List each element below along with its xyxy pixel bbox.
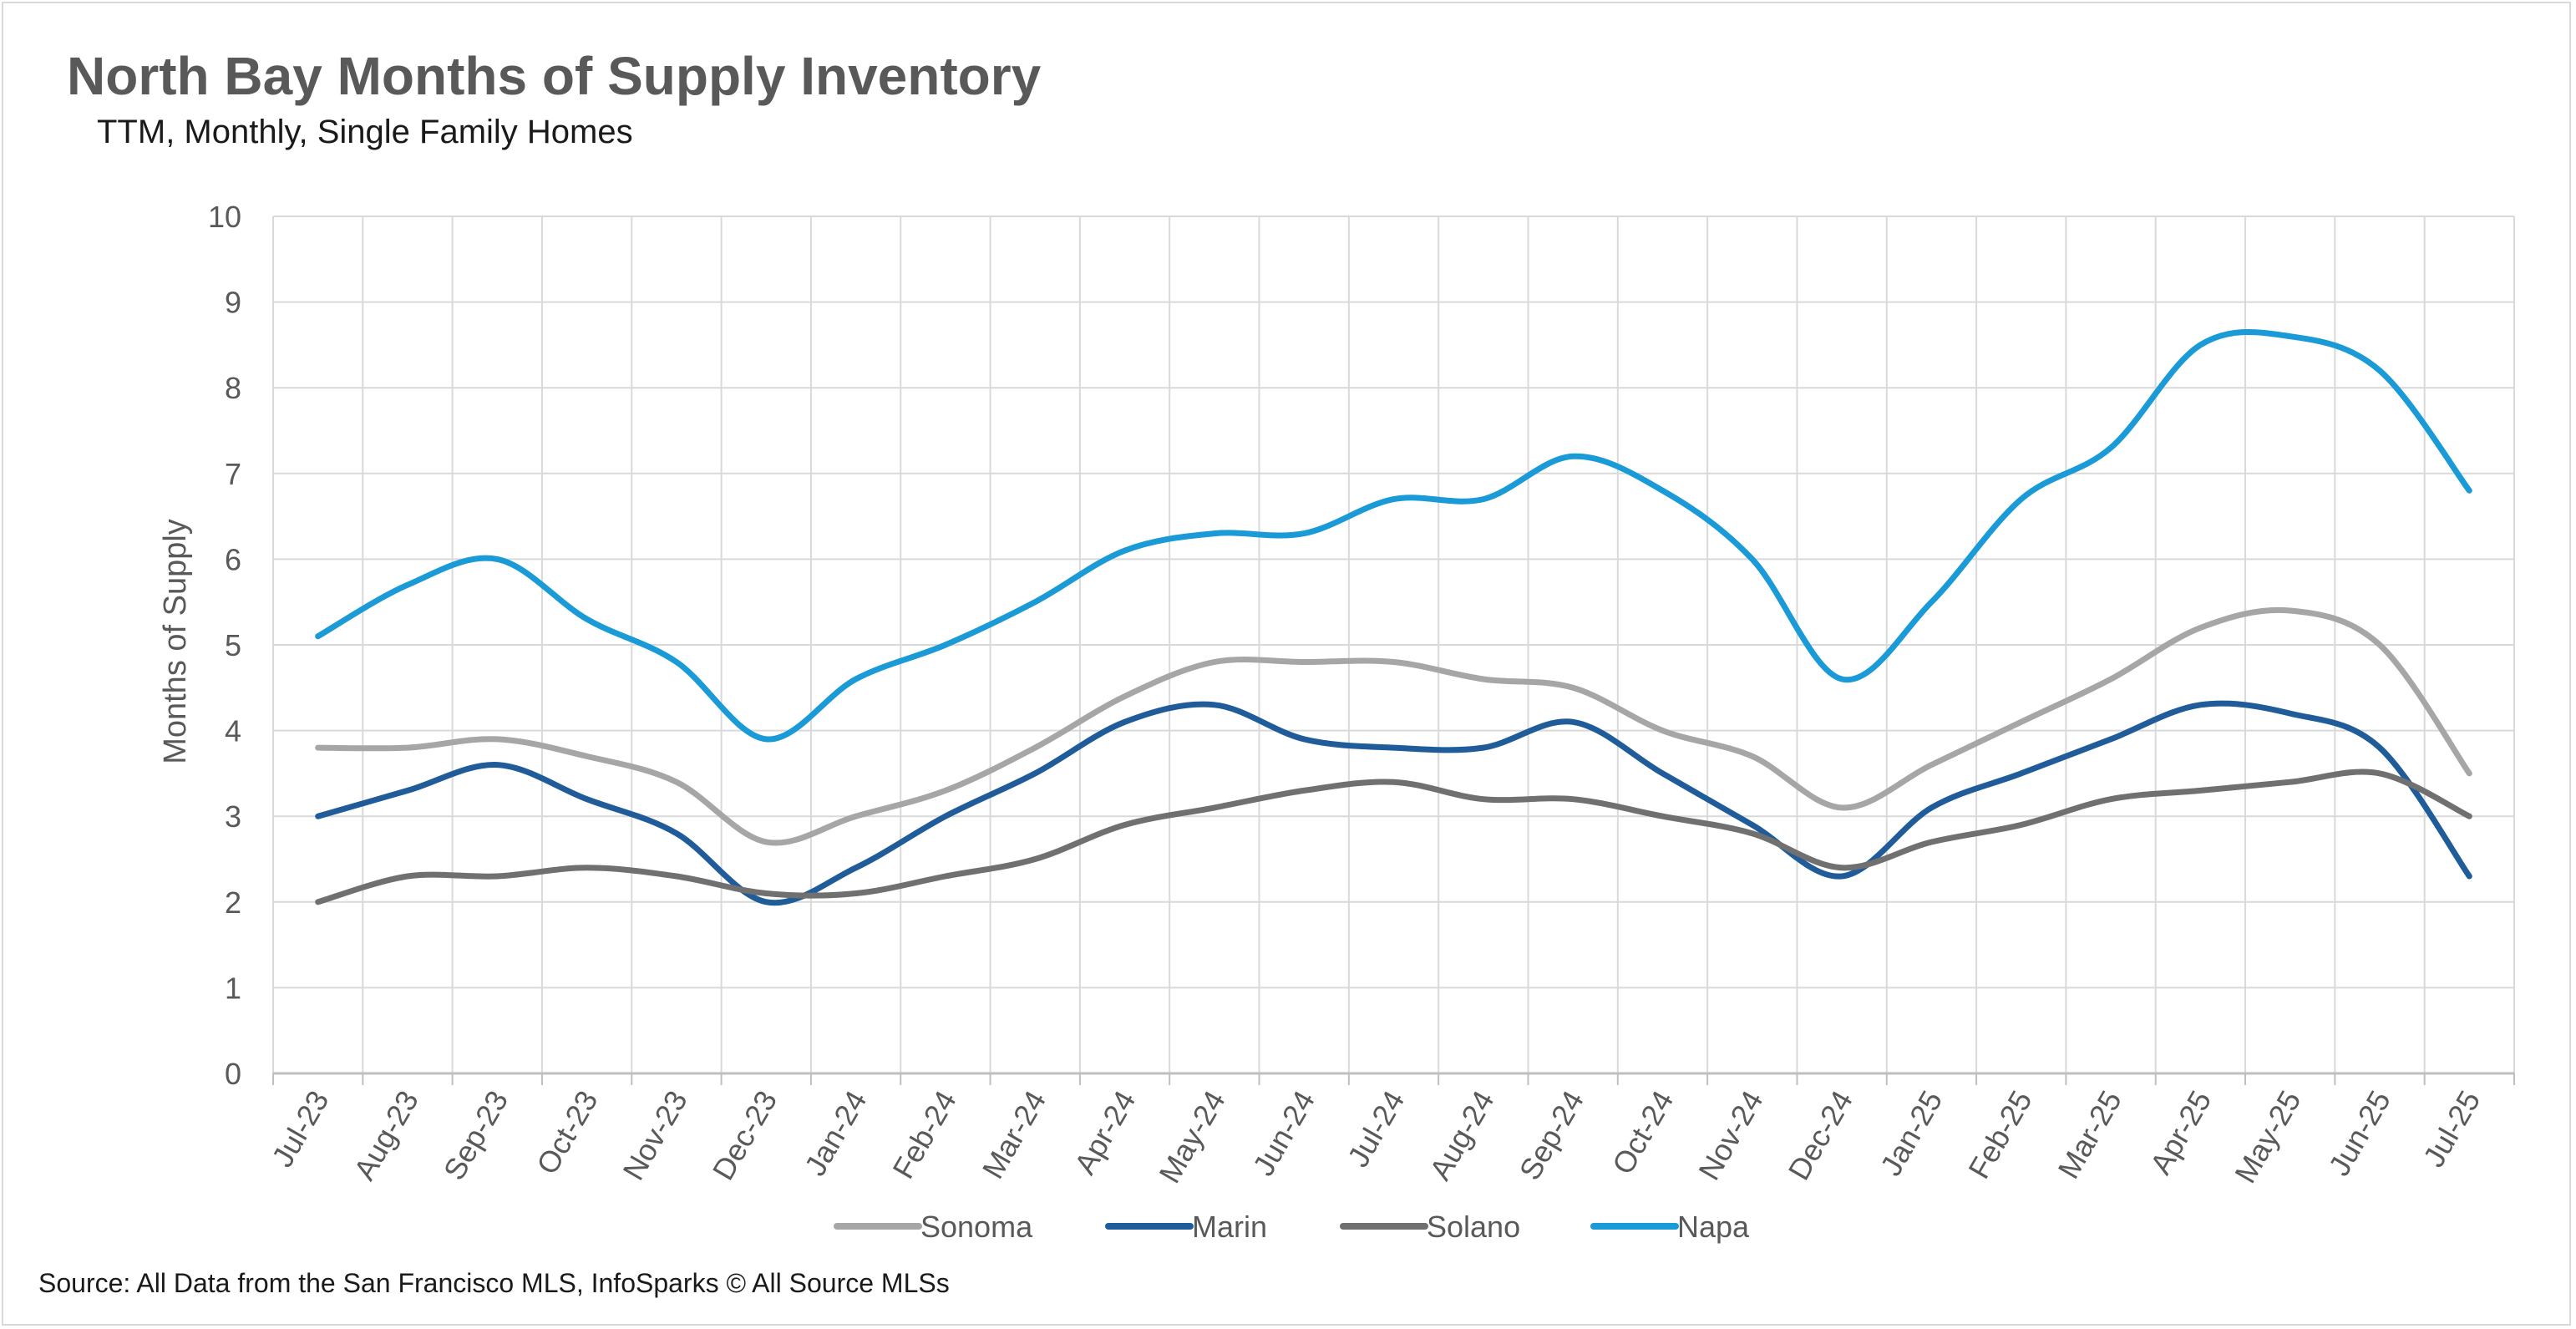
- x-tick-label: Aug-23: [347, 1085, 425, 1186]
- chart-title: North Bay Months of Supply Inventory: [67, 46, 1042, 106]
- y-tick-label: 5: [225, 628, 241, 662]
- x-tick-label: Dec-23: [706, 1085, 784, 1186]
- x-tick-label: May-25: [2228, 1085, 2308, 1189]
- x-tick-label: Jan-24: [798, 1085, 874, 1182]
- source-note: Source: All Data from the San Francisco …: [38, 1268, 950, 1298]
- y-tick-label: 7: [225, 457, 241, 491]
- x-tick-label: Aug-24: [1422, 1085, 1501, 1186]
- y-axis-label: Months of Supply: [158, 519, 193, 764]
- legend-item-napa: Napa: [1590, 1210, 1750, 1244]
- chart-subtitle: TTM, Monthly, Single Family Homes: [97, 114, 633, 150]
- y-tick-label: 1: [225, 971, 241, 1005]
- series-line-napa: [315, 328, 2472, 743]
- series-line-sonoma: [315, 606, 2472, 846]
- x-tick-label: Jul-23: [265, 1085, 336, 1173]
- x-tick-label: Jul-25: [2416, 1085, 2487, 1173]
- x-tick-label: Mar-24: [976, 1085, 1053, 1184]
- x-tick-label: Nov-24: [1691, 1085, 1770, 1186]
- x-tick-label: Feb-25: [1961, 1085, 2039, 1184]
- series-line-solano: [315, 768, 2472, 905]
- x-tick-label: Feb-24: [885, 1085, 963, 1184]
- y-tick-label: 8: [225, 371, 241, 405]
- grid: [272, 216, 2515, 1085]
- y-tick-label: 0: [225, 1057, 241, 1091]
- x-tick-label: Sep-23: [437, 1085, 515, 1186]
- y-tick-label: 10: [208, 200, 241, 234]
- x-tick-label: Mar-25: [2051, 1085, 2128, 1184]
- x-tick-label: May-24: [1152, 1085, 1232, 1189]
- x-tick-label: Apr-25: [2143, 1085, 2219, 1180]
- series-line-marin: [315, 700, 2472, 906]
- legend-item-marin: Marin: [1105, 1210, 1267, 1244]
- y-tick-label: 6: [225, 542, 241, 576]
- x-tick-label: Dec-24: [1781, 1085, 1859, 1186]
- x-tick-label: Jul-24: [1341, 1085, 1412, 1173]
- x-tick-label: Oct-24: [1605, 1085, 1681, 1180]
- x-tick-label: Sep-24: [1513, 1085, 1591, 1186]
- series-lines: [315, 328, 2472, 906]
- x-tick-label: Nov-23: [616, 1085, 694, 1186]
- x-axis-ticks: Jul-23 Aug-23 Sep-23 Oct-23 Nov-23 Dec-23 Jan-…: [265, 1085, 2487, 1189]
- x-tick-label: Apr-24: [1067, 1085, 1143, 1180]
- y-tick-label: 9: [225, 286, 241, 320]
- legend-label-marin: Marin: [1192, 1210, 1267, 1244]
- x-tick-label: Oct-23: [530, 1085, 605, 1180]
- x-tick-label: Jun-24: [1246, 1085, 1322, 1182]
- legend-label-sonoma: Sonoma: [920, 1210, 1033, 1244]
- legend-item-solano: Solano: [1340, 1210, 1520, 1244]
- y-tick-label: 2: [225, 885, 241, 920]
- legend: Sonoma Marin Solano Napa: [834, 1210, 1750, 1244]
- x-tick-label: Jun-25: [2321, 1085, 2397, 1182]
- y-tick-label: 3: [225, 799, 241, 834]
- legend-label-solano: Solano: [1427, 1210, 1520, 1244]
- legend-item-sonoma: Sonoma: [834, 1210, 1033, 1244]
- legend-label-napa: Napa: [1677, 1210, 1750, 1244]
- x-tick-label: Jan-25: [1874, 1085, 1950, 1182]
- y-axis-ticks: 0 1 2 3 4 5 6 7 8 9 10: [208, 200, 241, 1091]
- y-tick-label: 4: [225, 714, 241, 748]
